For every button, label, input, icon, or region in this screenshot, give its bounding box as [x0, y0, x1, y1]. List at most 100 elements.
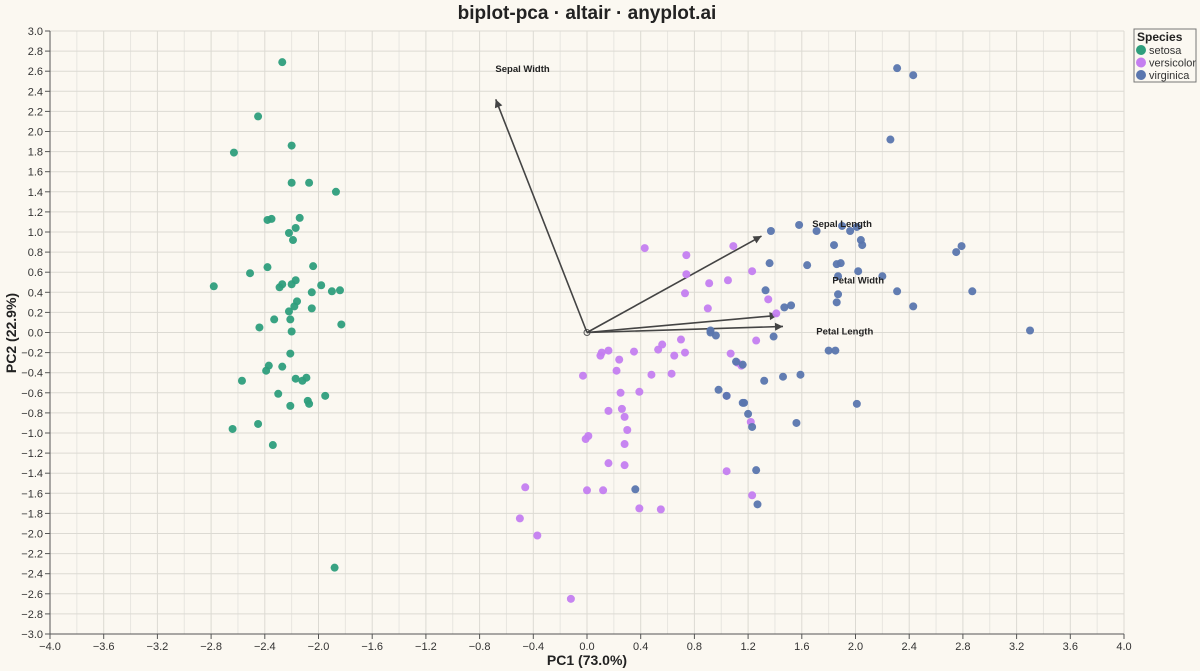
- scatter-point-setosa: [268, 441, 277, 450]
- scatter-point-versicolor: [620, 440, 629, 449]
- scatter-point-virginica: [812, 226, 821, 235]
- scatter-point-virginica: [792, 418, 801, 427]
- scatter-point-virginica: [795, 220, 804, 229]
- scatter-point-virginica: [836, 259, 845, 268]
- x-tick-label: 0.0: [579, 641, 594, 653]
- scatter-point-versicolor: [635, 504, 644, 513]
- y-tick-label: −0.6: [21, 388, 43, 400]
- y-tick-label: −2.2: [21, 549, 43, 561]
- scatter-point-virginica: [834, 272, 843, 281]
- scatter-point-setosa: [330, 563, 339, 572]
- scatter-point-setosa: [331, 187, 340, 196]
- scatter-point-versicolor: [616, 388, 625, 397]
- scatter-point-setosa: [254, 419, 263, 428]
- x-tick-label: 0.4: [633, 641, 648, 653]
- x-tick-label: 2.8: [955, 641, 970, 653]
- scatter-point-virginica: [893, 64, 902, 73]
- y-tick-label: −1.0: [21, 428, 43, 440]
- x-tick-label: 3.6: [1063, 641, 1078, 653]
- loading-label: Petal Width: [832, 275, 884, 286]
- scatter-point-setosa: [262, 366, 271, 375]
- loading-labels: Sepal Width Sepal Length Petal Width Petal …: [495, 64, 884, 337]
- scatter-point-versicolor: [615, 355, 624, 364]
- scatter-point-versicolor: [682, 270, 691, 279]
- legend-symbol-versicolor: [1136, 57, 1146, 68]
- scatter-point-versicolor: [599, 486, 608, 495]
- scatter-point-versicolor: [604, 406, 613, 415]
- scatter-point-versicolor: [752, 336, 761, 345]
- scatter-point-versicolor: [703, 304, 712, 313]
- x-tick-label: 2.4: [902, 641, 917, 653]
- scatter-point-setosa: [255, 323, 264, 332]
- loading-arrow: [586, 325, 784, 334]
- y-tick-label: 0.2: [28, 307, 43, 319]
- y-tick-label: −3.0: [21, 629, 43, 641]
- scatter-point-setosa: [307, 304, 316, 313]
- scatter-point-setosa: [228, 424, 237, 433]
- scatter-point-setosa: [309, 262, 318, 271]
- scatter-point-virginica: [878, 272, 887, 281]
- scatter-point-virginica: [760, 376, 769, 385]
- scatter-point-virginica: [753, 500, 762, 509]
- scatter-point-virginica: [852, 222, 861, 231]
- scatter-point-virginica: [831, 346, 840, 355]
- scatter-point-versicolor: [620, 412, 629, 421]
- y-tick-label: 0.8: [28, 247, 43, 259]
- scatter-point-versicolor: [578, 371, 587, 380]
- scatter-point-versicolor: [521, 483, 530, 492]
- x-tick-label: 0.8: [687, 641, 702, 653]
- y-tick-label: 1.4: [28, 187, 43, 199]
- x-tick-label: 1.2: [740, 641, 755, 653]
- grid-layer: [49, 30, 1125, 635]
- y-tick-label: −0.4: [21, 368, 43, 380]
- scatter-point-virginica: [738, 360, 747, 369]
- scatter-point-versicolor: [617, 404, 626, 413]
- scatter-point-setosa: [246, 269, 255, 278]
- y-tick-label: 2.8: [28, 46, 43, 58]
- scatter-point-virginica: [714, 385, 723, 394]
- scatter-point-setosa: [317, 281, 326, 290]
- legend-label: virginica: [1149, 70, 1190, 82]
- scatter-point-setosa: [284, 229, 293, 238]
- scatter-point-versicolor: [748, 267, 757, 276]
- scatter-point-virginica: [766, 226, 775, 235]
- scatter-point-virginica: [968, 287, 977, 296]
- scatter-point-versicolor: [705, 279, 714, 288]
- scatter-point-setosa: [287, 141, 296, 150]
- y-tick-label: 0.0: [28, 328, 43, 340]
- scatter-point-virginica: [732, 357, 741, 366]
- scatter-point-virginica: [824, 346, 833, 355]
- scatter-point-versicolor: [748, 491, 757, 500]
- x-tick-label: 4.0: [1116, 641, 1131, 653]
- loading-arrowhead: [752, 236, 762, 244]
- scatter-point-virginica: [711, 331, 720, 340]
- legend-symbol-setosa: [1136, 45, 1146, 55]
- scatter-point-virginica: [752, 466, 761, 475]
- y-tick-label: −1.4: [21, 468, 43, 480]
- legend-label: versicolor: [1149, 58, 1196, 70]
- y-tick-label: 2.0: [28, 127, 43, 139]
- y-tick-label: −0.8: [21, 408, 43, 420]
- scatter-point-versicolor: [722, 467, 731, 476]
- scatter-point-versicolor: [635, 387, 644, 396]
- scatter-point-versicolor: [723, 276, 732, 285]
- scatter-point-versicolor: [629, 347, 638, 356]
- x-tick-label: −4.0: [39, 641, 61, 653]
- chart-title: biplot-pca · altair · anyplot.ai: [458, 3, 717, 24]
- scatter-point-versicolor: [647, 370, 656, 379]
- scatter-point-virginica: [779, 372, 788, 381]
- scatter-point-setosa: [209, 282, 218, 291]
- loading-arrow: [586, 314, 778, 334]
- loading-label: Sepal Length: [812, 219, 872, 230]
- scatter-point-setosa: [290, 302, 299, 311]
- scatter-point-virginica: [748, 422, 757, 431]
- scatter-point-virginica: [893, 287, 902, 296]
- scatter-point-versicolor: [726, 349, 735, 358]
- x-tick-label: −3.2: [147, 641, 169, 653]
- scatter-point-setosa: [286, 349, 295, 358]
- scatter-point-versicolor: [640, 244, 649, 253]
- scatter-point-setosa: [288, 236, 297, 245]
